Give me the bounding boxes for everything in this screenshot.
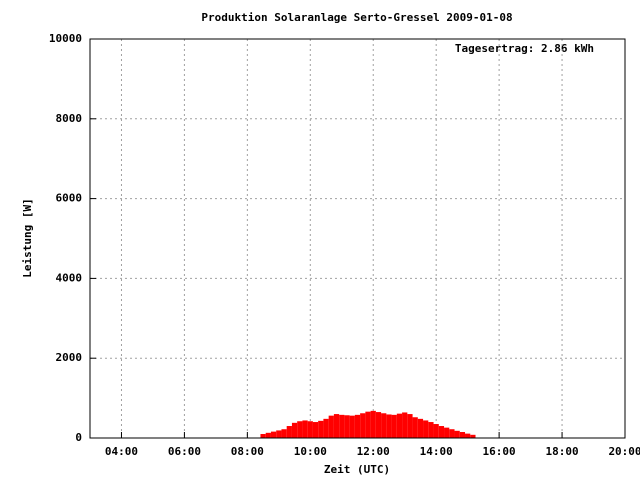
x-tick-label: 04:00 xyxy=(105,445,138,458)
y-tick-label: 0 xyxy=(75,431,82,444)
bar xyxy=(281,429,287,438)
y-tick-label: 2000 xyxy=(56,351,83,364)
x-tick-label: 14:00 xyxy=(420,445,453,458)
bar xyxy=(386,414,392,438)
bar xyxy=(370,410,376,438)
bar xyxy=(454,430,460,438)
bar xyxy=(276,430,282,438)
bar xyxy=(291,422,298,438)
bar xyxy=(423,420,429,438)
bar xyxy=(333,414,340,438)
x-tick-label: 12:00 xyxy=(357,445,390,458)
bar xyxy=(449,429,455,438)
bar xyxy=(428,422,434,438)
x-tick-label: 20:00 xyxy=(608,445,640,458)
bar xyxy=(417,418,424,438)
x-tick-label: 06:00 xyxy=(168,445,201,458)
bar xyxy=(344,415,350,438)
bar xyxy=(349,415,355,438)
plot-frame xyxy=(89,38,626,439)
x-tick-label: 08:00 xyxy=(231,445,264,458)
y-axis-label: Leistung [W] xyxy=(21,198,34,277)
bar xyxy=(328,415,334,438)
y-tick-label: 6000 xyxy=(56,192,83,205)
bar xyxy=(354,414,361,438)
bar xyxy=(365,411,371,438)
bar xyxy=(396,413,403,438)
x-tick-label: 10:00 xyxy=(294,445,327,458)
bar xyxy=(286,426,292,438)
bar xyxy=(307,421,313,438)
bar xyxy=(459,432,466,438)
bar xyxy=(444,427,450,438)
bar xyxy=(470,434,476,438)
bar xyxy=(318,420,324,438)
bar xyxy=(381,413,387,438)
bar xyxy=(465,433,471,438)
bar xyxy=(375,412,382,438)
chart-title: Produktion Solaranlage Serto-Gressel 200… xyxy=(201,11,512,24)
bar xyxy=(265,432,271,438)
bar xyxy=(412,417,418,438)
bar xyxy=(302,420,308,438)
bar xyxy=(323,418,329,438)
bar xyxy=(270,431,277,438)
bar xyxy=(402,412,408,438)
bar xyxy=(433,424,439,438)
bar xyxy=(438,426,445,438)
bar xyxy=(360,413,366,438)
x-tick-label: 16:00 xyxy=(483,445,516,458)
bar xyxy=(391,414,397,438)
bar xyxy=(297,421,303,438)
y-tick-label: 4000 xyxy=(56,271,83,284)
bar xyxy=(312,422,319,438)
y-tick-label: 8000 xyxy=(56,112,83,125)
x-tick-label: 18:00 xyxy=(545,445,578,458)
bar xyxy=(339,414,345,438)
bar xyxy=(407,414,413,438)
y-tick-label: 10000 xyxy=(49,32,82,45)
x-axis-label: Zeit (UTC) xyxy=(324,463,390,476)
annotation: Tagesertrag: 2.86 kWh xyxy=(455,42,594,55)
bar xyxy=(260,434,266,438)
